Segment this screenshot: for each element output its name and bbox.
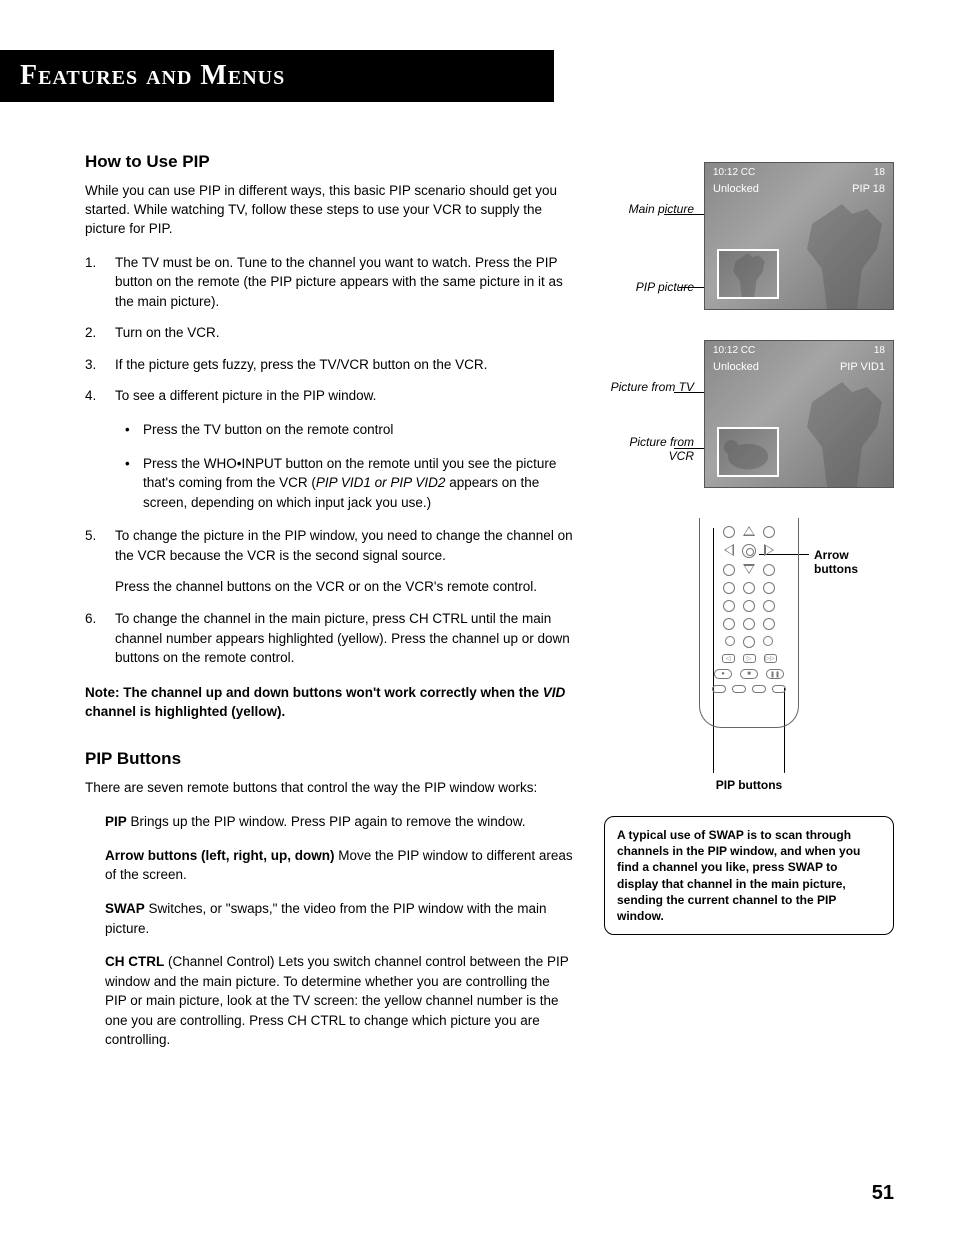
remote-button-icon — [743, 636, 755, 648]
label-pip-buttons: PIP buttons — [604, 778, 894, 792]
diagram-pip-vcr: Picture from TV Picture from VCR 10:12 C… — [604, 340, 894, 488]
swap-tip-box: A typical use of SWAP is to scan through… — [604, 816, 894, 935]
remote-button-icon — [723, 618, 735, 630]
how-to-intro: While you can use PIP in different ways,… — [85, 182, 574, 239]
record-icon: ● — [714, 669, 732, 679]
remote-button-icon — [763, 582, 775, 594]
remote-button-icon — [743, 600, 755, 612]
remote-row — [700, 618, 798, 630]
note-text: Note: The channel up and down buttons wo… — [85, 684, 574, 722]
pip-buttons-heading: PIP Buttons — [85, 749, 574, 769]
remote-button-icon — [763, 636, 773, 646]
step-2: Turn on the VCR. — [85, 323, 574, 343]
pip-inset-window — [717, 427, 779, 477]
tv-overlay-line2: Unlocked PIP 18 — [705, 183, 893, 195]
remote-button-icon — [723, 564, 735, 576]
right-column: Main picture PIP picture 10:12 CC 18 Unl… — [604, 152, 894, 1064]
step-4-bullets: Press the TV button on the remote contro… — [125, 420, 574, 512]
remote-row — [700, 526, 798, 538]
pip-btn-desc: PIP Brings up the PIP window. Press PIP … — [105, 812, 574, 832]
tv-overlay-top: 10:12 CC 18 — [705, 167, 893, 178]
pip-inset-window — [717, 249, 779, 299]
page-number: 51 — [872, 1182, 894, 1205]
arrow-left-icon — [724, 544, 734, 556]
remote-button-icon — [772, 685, 786, 693]
tv-overlay-top: 10:12 CC 18 — [705, 345, 893, 356]
remote-row — [700, 544, 798, 558]
statue-silhouette-icon — [797, 199, 887, 309]
remote-row — [700, 600, 798, 612]
pip-buttons-list: PIP Brings up the PIP window. Press PIP … — [105, 812, 574, 1050]
step-6: To change the channel in the main pictur… — [85, 609, 574, 668]
step-4-bullet-2: Press the WHO•INPUT button on the remote… — [125, 454, 574, 513]
tv-screen-1: 10:12 CC 18 Unlocked PIP 18 — [704, 162, 894, 310]
remote-button-icon — [763, 564, 775, 576]
remote-button-icon — [723, 526, 735, 538]
remote-outline: ◁ ▷ ▷▷ ● ■ ❚❚ — [699, 518, 799, 728]
step-4: To see a different picture in the PIP wi… — [85, 386, 574, 512]
step-5: To change the picture in the PIP window,… — [85, 526, 574, 597]
remote-button-icon — [723, 582, 735, 594]
arrow-down-icon — [743, 564, 755, 574]
ok-button-icon — [742, 544, 756, 558]
label-picture-from-vcr: Picture from VCR — [604, 435, 694, 464]
step-5b: Press the channel buttons on the VCR or … — [115, 577, 574, 597]
remote-row — [700, 636, 798, 648]
tv-overlay-line2: Unlocked PIP VID1 — [705, 361, 893, 373]
step-4-bullet-1: Press the TV button on the remote contro… — [125, 420, 574, 440]
diagram-pip-same: Main picture PIP picture 10:12 CC 18 Unl… — [604, 162, 894, 310]
step-4-text: To see a different picture in the PIP wi… — [115, 388, 376, 403]
chctrl-btn-desc: CH CTRL (Channel Control) Lets you switc… — [105, 952, 574, 1050]
how-to-steps: The TV must be on. Tune to the channel y… — [85, 253, 574, 668]
remote-transport-row: ◁ ▷ ▷▷ — [700, 654, 798, 663]
step-3: If the picture gets fuzzy, press the TV/… — [85, 355, 574, 375]
play-icon: ▷ — [743, 654, 756, 663]
remote-pill-row — [700, 685, 798, 693]
chapter-title: Features and Menus — [20, 60, 534, 92]
animal-silhouette-icon — [719, 429, 777, 475]
remote-button-icon — [732, 685, 746, 693]
tv-screen-2: 10:12 CC 18 Unlocked PIP VID1 — [704, 340, 894, 488]
arrow-btn-desc: Arrow buttons (left, right, up, down) Mo… — [105, 846, 574, 885]
remote-button-icon — [725, 636, 735, 646]
remote-row — [700, 582, 798, 594]
remote-row — [700, 564, 798, 576]
remote-button-icon — [752, 685, 766, 693]
remote-button-icon — [743, 582, 755, 594]
remote-button-icon — [763, 600, 775, 612]
remote-button-icon — [712, 685, 726, 693]
remote-button-icon — [763, 618, 775, 630]
step-1: The TV must be on. Tune to the channel y… — [85, 253, 574, 312]
stop-icon: ■ — [740, 669, 758, 679]
statue-silhouette-icon — [797, 377, 887, 487]
fast-forward-icon: ▷▷ — [764, 654, 777, 663]
pip-buttons-intro: There are seven remote buttons that cont… — [85, 779, 574, 798]
page-content: How to Use PIP While you can use PIP in … — [60, 152, 894, 1064]
remote-illustration: Arrow buttons — [604, 518, 894, 792]
how-to-use-pip-heading: How to Use PIP — [85, 152, 574, 172]
rewind-icon: ◁ — [722, 654, 735, 663]
statue-silhouette-icon — [719, 251, 777, 297]
arrow-right-icon — [764, 544, 774, 556]
label-arrow-buttons: Arrow buttons — [814, 548, 894, 577]
remote-button-icon — [723, 600, 735, 612]
remote-button-icon — [743, 618, 755, 630]
step-5a: To change the picture in the PIP window,… — [115, 528, 573, 563]
pause-icon: ❚❚ — [766, 669, 784, 679]
remote-button-icon — [763, 526, 775, 538]
arrow-up-icon — [743, 526, 755, 536]
left-column: How to Use PIP While you can use PIP in … — [60, 152, 574, 1064]
chapter-title-bar: Features and Menus — [0, 50, 554, 102]
swap-btn-desc: SWAP Switches, or "swaps," the video fro… — [105, 899, 574, 938]
remote-transport-row: ● ■ ❚❚ — [700, 669, 798, 679]
